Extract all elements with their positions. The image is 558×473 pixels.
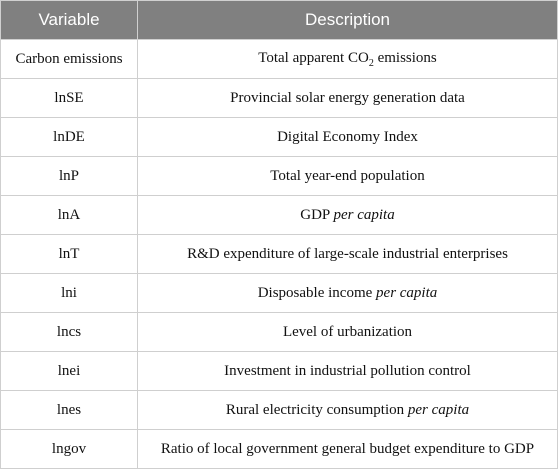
text-segment: per capita (376, 284, 438, 301)
header-cell: Description (137, 0, 558, 40)
table-row: lnA GDP per capita (0, 195, 558, 235)
header-cell: Variable (0, 0, 138, 40)
description-cell: R&D expenditure of large-scale industria… (137, 234, 558, 274)
table-row: lnP Total year-end population (0, 156, 558, 196)
description-cell: Total apparent CO2 emissions (137, 39, 558, 79)
table-row: lnDE Digital Economy Index (0, 117, 558, 157)
text-segment: 2 (368, 57, 374, 69)
table-row: lni Disposable income per capita (0, 273, 558, 313)
variable-cell: lnP (0, 156, 138, 196)
variable-cell: lnDE (0, 117, 138, 157)
table-row: lnes Rural electricity consumption per ca… (0, 390, 558, 430)
description-cell: Level of urbanization (137, 312, 558, 352)
variable-cell: lngov (0, 429, 138, 469)
text-segment: emissions (373, 49, 437, 66)
variable-cell: lnT (0, 234, 138, 274)
table-row: lncs Level of urbanization (0, 312, 558, 352)
text-segment: Investment in industrial pollution contr… (224, 362, 471, 379)
table-row: Carbon emissions Total apparent CO2 emiss… (0, 39, 558, 79)
variable-cell: lnSE (0, 78, 138, 118)
description-cell: Investment in industrial pollution contr… (137, 351, 558, 391)
text-segment: Total apparent CO (258, 49, 369, 66)
variable-cell: Carbon emissions (0, 39, 138, 79)
description-cell: Digital Economy Index (137, 117, 558, 157)
text-segment: Ratio of local government general budget… (160, 440, 535, 457)
description-cell: GDP per capita (137, 195, 558, 235)
variable-cell: lnes (0, 390, 138, 430)
description-cell: Ratio of local government general budget… (137, 429, 558, 469)
text-segment: Total year-end population (270, 167, 425, 184)
variable-cell: lnei (0, 351, 138, 391)
text-segment: Digital Economy Index (277, 128, 418, 145)
variable-cell: lnA (0, 195, 138, 235)
table-row: lnT R&D expenditure of large-scale indust… (0, 234, 558, 274)
description-cell: Total year-end population (137, 156, 558, 196)
text-segment: GDP (300, 206, 334, 223)
text-segment: per capita (333, 206, 395, 223)
table-body: Carbon emissions Total apparent CO2 emiss… (0, 39, 558, 469)
table-row: lngov Ratio of local government general b… (0, 429, 558, 469)
variable-cell: lncs (0, 312, 138, 352)
table-row: lnSE Provincial solar energy generation d… (0, 78, 558, 118)
header-row: Variable Description (0, 0, 558, 40)
variable-cell: lni (0, 273, 138, 313)
table-row: lnei Investment in industrial pollution c… (0, 351, 558, 391)
text-segment: per capita (407, 401, 470, 418)
text-segment: Provincial solar energy generation data (230, 89, 465, 106)
description-cell: Provincial solar energy generation data (137, 78, 558, 118)
text-segment: Level of urbanization (282, 323, 413, 340)
description-cell: Disposable income per capita (137, 273, 558, 313)
description-cell: Rural electricity consumption per capita (137, 390, 558, 430)
text-segment: R&D expenditure of large-scale industria… (187, 245, 508, 262)
text-segment: Disposable income (257, 284, 377, 301)
text-segment: Rural electricity consumption (225, 401, 408, 418)
